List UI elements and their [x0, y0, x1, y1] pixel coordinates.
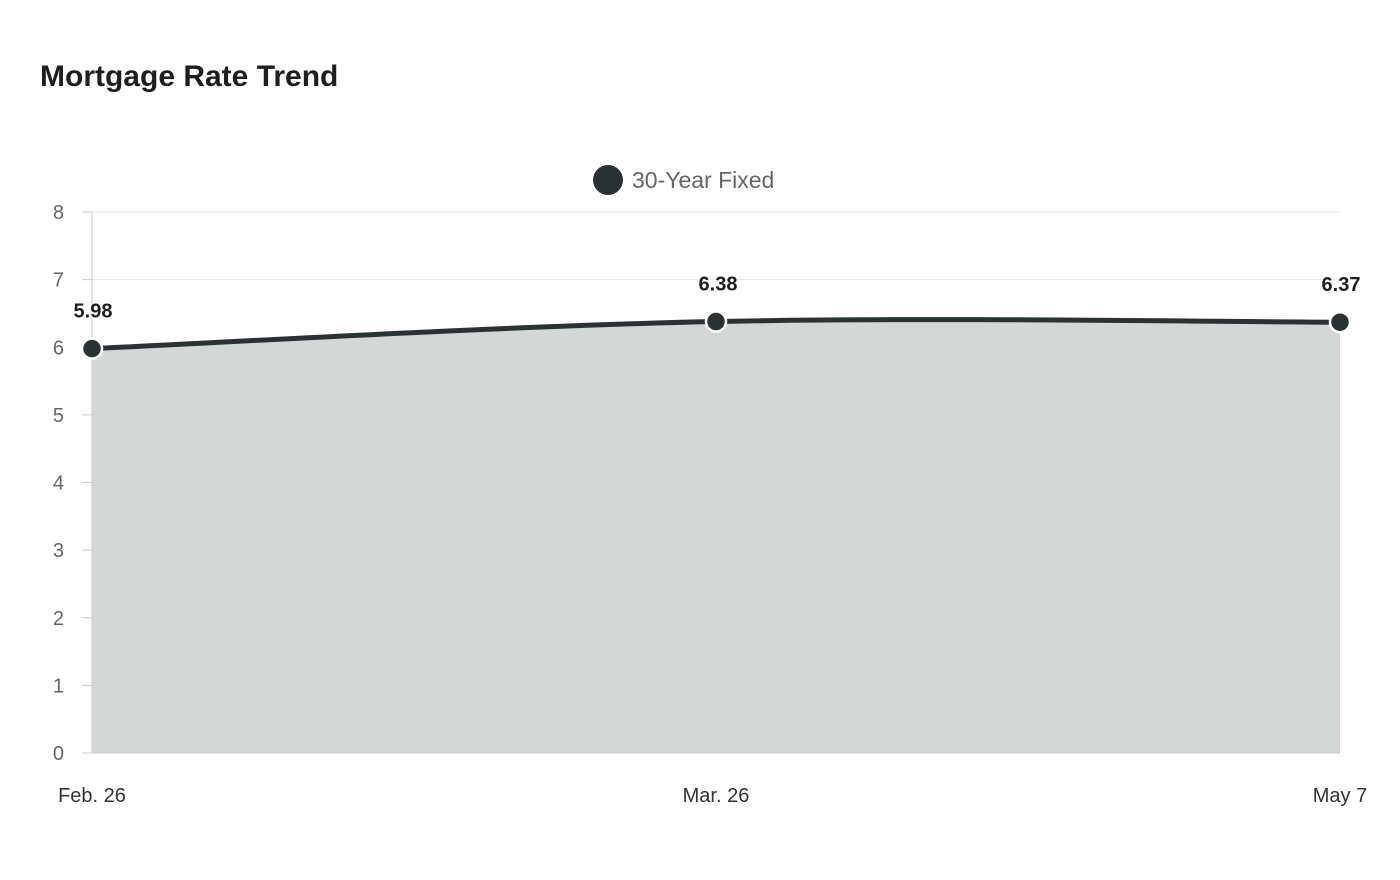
y-tick-label-0: 0 — [53, 743, 64, 765]
legend-label-30-year-fixed[interactable]: 30-Year Fixed — [632, 167, 774, 193]
y-tick-label-2: 2 — [53, 608, 64, 630]
y-tick-label-1: 1 — [53, 675, 64, 697]
x-tick-label-0: Feb. 26 — [58, 785, 126, 807]
area-fill-30-year-fixed — [92, 319, 1340, 753]
x-tick-label-1: Mar. 26 — [683, 785, 750, 807]
y-tick-label-7: 7 — [53, 270, 64, 292]
data-label-2: 6.37 — [1322, 274, 1361, 296]
data-label-0: 5.98 — [74, 301, 113, 323]
y-tick-label-5: 5 — [53, 405, 64, 427]
data-point-2 — [1328, 310, 1352, 334]
data-label-1: 6.38 — [699, 274, 738, 296]
chart-title: Mortgage Rate Trend — [40, 60, 339, 93]
y-tick-label-8: 8 — [53, 202, 64, 224]
legend-swatch-30-year-fixed[interactable] — [593, 165, 623, 195]
data-point-1 — [704, 310, 728, 333]
legend[interactable]: 30-Year Fixed — [593, 165, 774, 195]
y-tick-label-3: 3 — [53, 540, 64, 562]
y-tick-label-6: 6 — [53, 337, 64, 359]
data-points: 5.98 6.38 6.37 — [74, 274, 1361, 360]
x-tick-label-2: May 7 — [1313, 785, 1367, 807]
area-series — [89, 317, 1343, 753]
axes: 0 1 2 3 4 5 6 7 8 Feb. 26 Mar. 26 May 7 — [53, 202, 1367, 807]
data-point-0 — [80, 337, 104, 360]
y-tick-label-4: 4 — [53, 473, 64, 495]
